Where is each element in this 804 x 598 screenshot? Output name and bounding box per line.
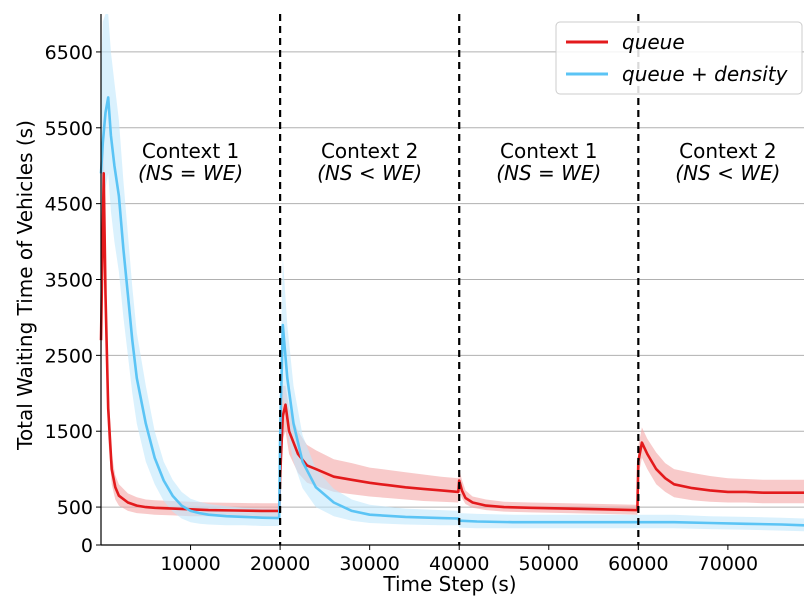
context-name-label: Context 1 xyxy=(142,139,239,163)
x-tick-label: 50000 xyxy=(519,553,579,575)
x-tick-label: 10000 xyxy=(160,553,220,575)
context-name-label: Context 2 xyxy=(321,139,418,163)
context-name-label: Context 2 xyxy=(679,139,776,163)
y-tick-label: 6500 xyxy=(45,42,93,64)
x-tick-label: 30000 xyxy=(339,553,399,575)
legend-label: queue xyxy=(622,30,685,54)
y-tick-label: 1500 xyxy=(45,421,93,443)
context-relation-label: (NS < WE) xyxy=(675,161,780,185)
x-tick-label: 60000 xyxy=(608,553,668,575)
context-boundaries xyxy=(279,14,640,545)
context-relation-label: (NS < WE) xyxy=(317,161,422,185)
y-axis-label: Total Waiting Time of Vehicles (s) xyxy=(13,120,37,451)
confidence-bands xyxy=(101,14,804,532)
x-axis-ticks: 10000 20000 30000 40000 50000 60000 70000 xyxy=(160,545,758,575)
y-tick-label: 4500 xyxy=(45,194,93,216)
legend-label: queue + density xyxy=(622,62,789,86)
x-tick-label: 40000 xyxy=(429,553,489,575)
context-relation-label: (NS = WE) xyxy=(496,161,601,185)
legend-box xyxy=(555,21,803,95)
y-tick-label: 3500 xyxy=(45,270,93,292)
legend: queue queue + density xyxy=(555,21,803,95)
y-axis-ticks: 0 500 1500 2500 3500 4500 5500 6500 xyxy=(45,42,101,557)
series-band-2 xyxy=(101,14,804,532)
y-tick-label: 500 xyxy=(57,497,93,519)
context-labels: Context 1(NS = WE)Context 2(NS < WE)Cont… xyxy=(138,139,780,185)
x-axis-label: Time Step (s) xyxy=(382,572,516,596)
y-tick-label: 2500 xyxy=(45,345,93,367)
x-tick-label: 70000 xyxy=(698,553,758,575)
series-band-1 xyxy=(101,143,804,517)
grid-lines xyxy=(101,51,804,508)
context-relation-label: (NS = WE) xyxy=(138,161,243,185)
context-name-label: Context 1 xyxy=(500,139,597,163)
y-tick-label: 0 xyxy=(81,535,93,557)
series-line-1 xyxy=(99,172,804,513)
y-tick-label: 5500 xyxy=(45,118,93,140)
x-tick-label: 20000 xyxy=(250,553,310,575)
